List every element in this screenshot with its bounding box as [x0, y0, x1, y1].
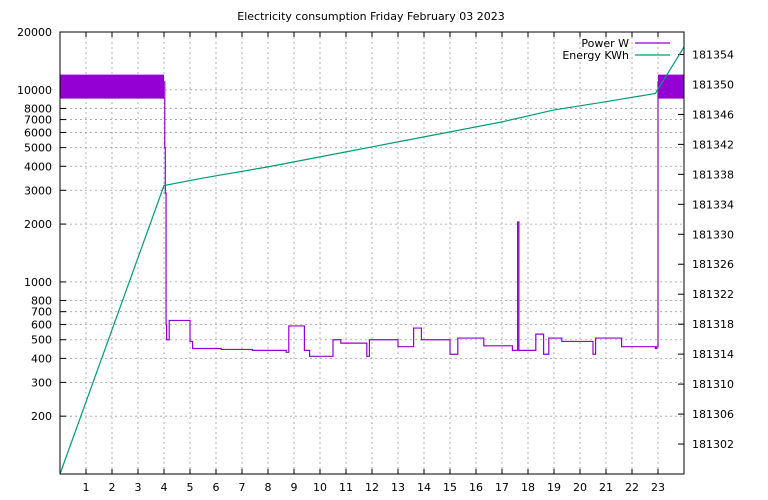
y2-tick-label: 181310 — [692, 378, 734, 391]
series-lines — [59, 46, 685, 475]
y2-tick-label: 181334 — [692, 198, 734, 211]
x-tick-label: 23 — [651, 481, 665, 494]
power-series-line — [60, 81, 684, 357]
legend-label-power: Power W — [581, 37, 629, 50]
x-tick-label: 6 — [213, 481, 220, 494]
y2-tick-label: 181322 — [692, 288, 734, 301]
x-tick-label: 19 — [547, 481, 561, 494]
y-tick-label: 1000 — [24, 276, 52, 289]
x-tick-label: 2 — [109, 481, 116, 494]
y-tick-label: 800 — [31, 295, 52, 308]
x-tick-label: 11 — [339, 481, 353, 494]
x-tick-label: 22 — [625, 481, 639, 494]
y-tick-label: 2000 — [24, 218, 52, 231]
y-tick-label: 4000 — [24, 160, 52, 173]
y2-tick-label: 181314 — [692, 348, 734, 361]
y-tick-label: 7000 — [24, 114, 52, 127]
energy-series-line — [59, 46, 685, 475]
x-tick-label: 12 — [365, 481, 379, 494]
power-band — [658, 74, 684, 99]
y-tick-label: 300 — [31, 376, 52, 389]
chart-title: Electricity consumption Friday February … — [237, 10, 504, 23]
x-tick-label: 1 — [83, 481, 90, 494]
x-tick-label: 20 — [573, 481, 587, 494]
x-tick-label: 13 — [391, 481, 405, 494]
y-tick-label: 600 — [31, 319, 52, 332]
y2-tick-label: 181342 — [692, 138, 734, 151]
y-tick-label: 20000 — [17, 26, 52, 39]
y2-tick-label: 181306 — [692, 408, 734, 421]
y2-tick-label: 181326 — [692, 258, 734, 271]
y2-tick-label: 181350 — [692, 78, 734, 91]
x-tick-label: 9 — [291, 481, 298, 494]
y2-tick-label: 181346 — [692, 108, 734, 121]
plot-border — [59, 31, 685, 475]
y-tick-label: 500 — [31, 334, 52, 347]
legend: Power W Energy KWh — [562, 37, 670, 62]
x-tick-label: 10 — [313, 481, 327, 494]
y-tick-label: 10000 — [17, 84, 52, 97]
power-band — [60, 74, 164, 99]
y2-tick-label: 181318 — [692, 318, 734, 331]
x-tick-label: 17 — [495, 481, 509, 494]
y2-tick-label: 181338 — [692, 168, 734, 181]
x-tick-label: 18 — [521, 481, 535, 494]
x-tick-label: 8 — [265, 481, 272, 494]
y-tick-label: 700 — [31, 306, 52, 319]
y2-tick-label: 181354 — [692, 48, 734, 61]
y2-tick-label: 181330 — [692, 228, 734, 241]
legend-label-energy: Energy KWh — [562, 49, 629, 62]
y-tick-label: 400 — [31, 352, 52, 365]
y-tick-label: 5000 — [24, 142, 52, 155]
y-tick-label: 8000 — [24, 102, 52, 115]
x-tick-label: 3 — [135, 481, 142, 494]
y-tick-label: 6000 — [24, 126, 52, 139]
x-tick-label: 16 — [469, 481, 483, 494]
y-tick-label: 200 — [31, 410, 52, 423]
y-tick-label: 3000 — [24, 184, 52, 197]
y2-tick-label: 181302 — [692, 438, 734, 451]
x-tick-label: 15 — [443, 481, 457, 494]
x-tick-label: 4 — [161, 481, 168, 494]
x-tick-label: 5 — [187, 481, 194, 494]
x-tick-label: 21 — [599, 481, 613, 494]
x-tick-label: 7 — [239, 481, 246, 494]
x-tick-label: 14 — [417, 481, 431, 494]
